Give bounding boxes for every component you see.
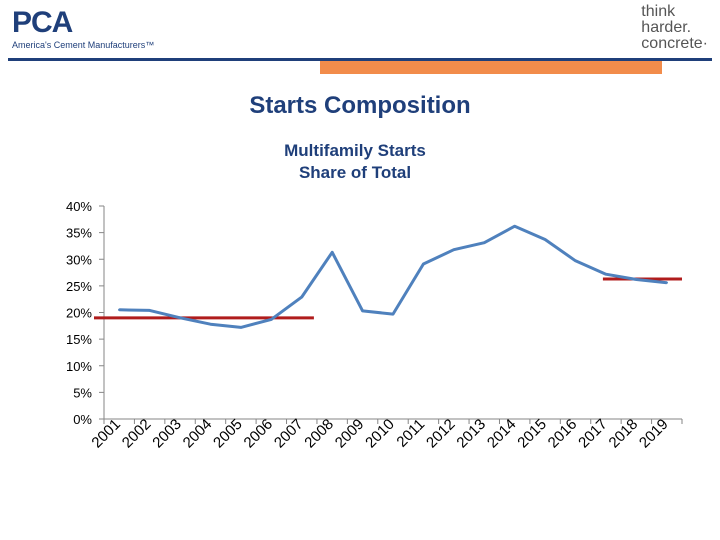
pca-logo: PCA America's Cement Manufacturers™ [12, 6, 155, 51]
x-tick-label: 2015 [514, 416, 550, 452]
header-rule-orange [320, 61, 662, 74]
x-tick-label: 2001 [88, 416, 124, 452]
x-tick-label: 2016 [545, 416, 581, 452]
x-tick-label: 2005 [210, 416, 246, 452]
x-tick-label: 2003 [149, 416, 185, 452]
y-tick-label: 0% [73, 412, 92, 427]
logo-line-harder: harder. [641, 19, 692, 36]
slide-title: Starts Composition [249, 92, 471, 119]
x-tick-label: 2007 [271, 416, 307, 452]
data-point [270, 318, 273, 321]
data-point [330, 251, 334, 254]
data-point [665, 281, 668, 284]
x-tick-label: 2006 [241, 416, 277, 452]
x-tick-label: 2013 [453, 416, 489, 452]
data-point [604, 272, 608, 276]
logo-line-concrete: concrete· [641, 35, 708, 52]
header-rule-blue [8, 58, 712, 61]
data-point [239, 326, 243, 329]
x-tick-label: 2010 [362, 416, 398, 452]
pca-tagline: America's Cement Manufacturers™ [12, 40, 155, 50]
y-tick-label: 10% [66, 359, 92, 374]
y-tick-label: 5% [73, 385, 92, 400]
y-tick-label: 35% [66, 226, 92, 241]
series-line [119, 224, 667, 329]
data-point [635, 278, 638, 281]
data-point [391, 312, 395, 316]
x-tick-label: 2019 [636, 416, 672, 452]
logo-line-think: think [641, 3, 676, 20]
y-tick-label: 25% [66, 279, 92, 294]
y-tick-label: 40% [66, 199, 92, 214]
data-point [452, 248, 456, 251]
data-point [513, 225, 516, 228]
data-point [148, 309, 151, 312]
chart-title-line-2: Share of Total [298, 163, 412, 182]
y-tick-label: 30% [66, 252, 92, 267]
pca-logo-mark: PCA [12, 6, 73, 39]
think-harder-concrete-logo: think harder. concrete· [641, 4, 708, 52]
chart-title-line-1: Multifamily Starts [284, 141, 426, 160]
data-point [483, 241, 486, 244]
x-tick-label: 2018 [606, 416, 642, 452]
data-point [543, 238, 547, 241]
x-tick-label: 2009 [332, 416, 368, 452]
x-tick-label: 2012 [423, 416, 459, 452]
data-point [422, 262, 425, 266]
y-tick-label: 15% [66, 332, 92, 347]
y-tick-label: 20% [66, 306, 92, 321]
data-point [178, 316, 182, 320]
x-tick-label: 2011 [393, 416, 428, 451]
data-point [300, 295, 303, 299]
x-tick-label: 2014 [484, 416, 520, 452]
data-point [209, 323, 212, 326]
data-point [574, 259, 577, 263]
chart-title: Multifamily Starts Share of Total [0, 140, 710, 184]
x-tick-label: 2002 [119, 416, 155, 452]
data-point [118, 308, 121, 312]
x-tick-label: 2008 [301, 416, 337, 452]
x-tick-label: 2004 [180, 416, 216, 452]
data-point [361, 309, 364, 313]
x-tick-label: 2017 [575, 416, 611, 452]
